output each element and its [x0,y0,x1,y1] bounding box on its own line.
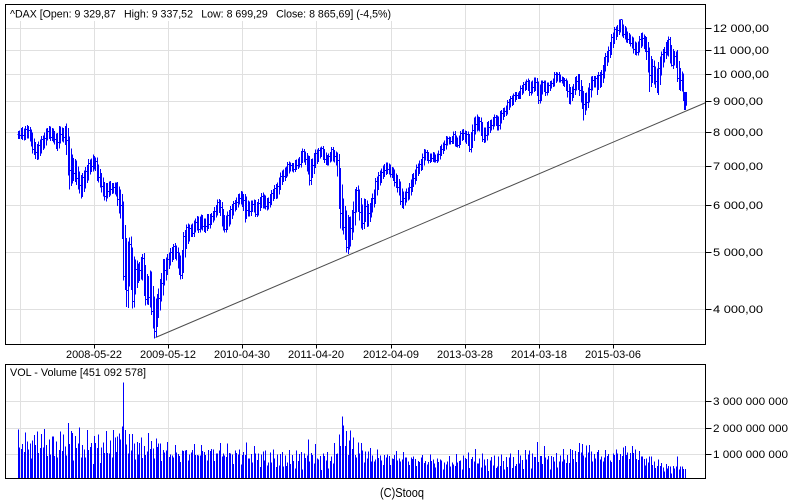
svg-text:9 000,00: 9 000,00 [713,96,763,108]
svg-text:6 000,00: 6 000,00 [713,200,763,212]
svg-text:^DAX [Open: 9 329,87 High: 9: ^DAX [Open: 9 329,87 High: 9 337,52 Low:… [10,9,391,21]
svg-text:10 000,00: 10 000,00 [713,69,769,81]
svg-text:2 000 000 000: 2 000 000 000 [713,423,788,435]
svg-text:2015-03-06: 2015-03-06 [585,349,641,361]
svg-text:8 000,00: 8 000,00 [713,127,763,139]
svg-text:2014-03-18: 2014-03-18 [511,349,567,361]
svg-text:2008-05-22: 2008-05-22 [66,349,122,361]
svg-text:2012-04-09: 2012-04-09 [363,349,419,361]
svg-text:2013-03-28: 2013-03-28 [437,349,493,361]
svg-text:(C)Stooq: (C)Stooq [380,485,424,500]
svg-text:11 000,00: 11 000,00 [713,45,769,57]
svg-text:5 000,00: 5 000,00 [713,247,763,259]
svg-text:1 000 000 000: 1 000 000 000 [713,449,788,461]
svg-text:12 000,00: 12 000,00 [713,23,769,35]
svg-text:4 000,00: 4 000,00 [713,304,763,316]
svg-text:2010-04-30: 2010-04-30 [214,349,270,361]
svg-text:7 000,00: 7 000,00 [713,161,763,173]
svg-text:VOL - Volume [451 092 578]: VOL - Volume [451 092 578] [10,367,146,379]
svg-text:3 000 000 000: 3 000 000 000 [713,396,788,408]
svg-text:2011-04-20: 2011-04-20 [288,349,344,361]
svg-text:2009-05-12: 2009-05-12 [140,349,196,361]
